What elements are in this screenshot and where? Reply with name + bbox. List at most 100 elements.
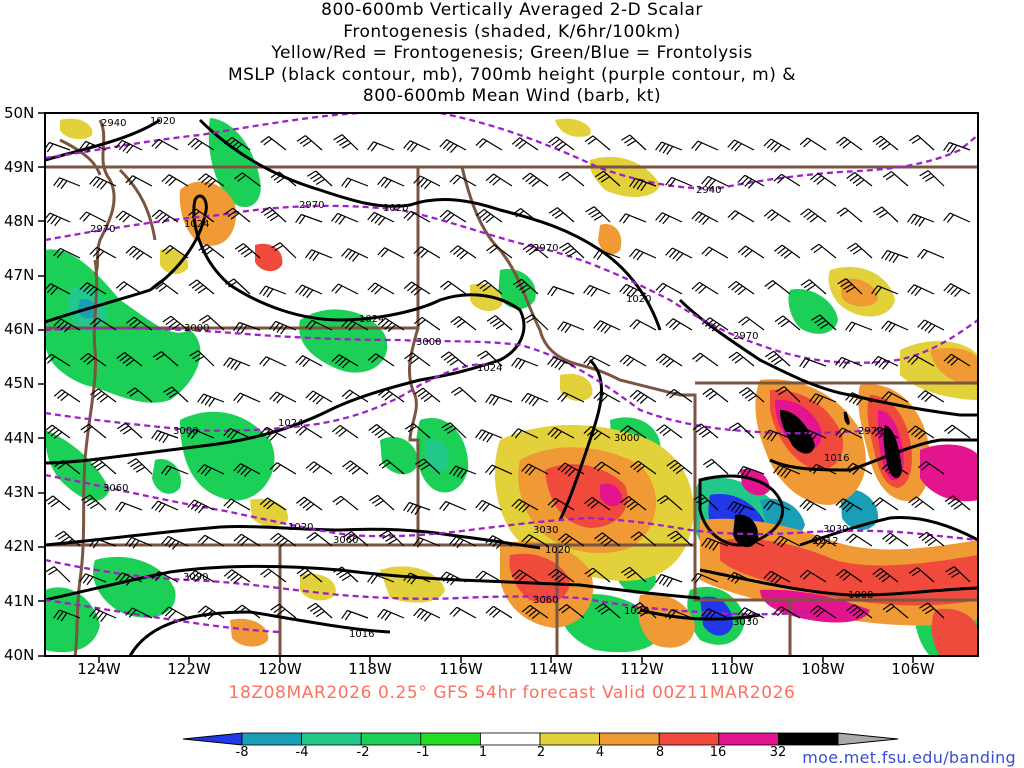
wind-barb — [667, 530, 693, 547]
wind-barb — [665, 247, 693, 262]
wind-barb — [162, 315, 189, 331]
mslp-label: 1020 — [288, 522, 313, 533]
wind-barb — [593, 461, 621, 475]
wind-barb — [305, 461, 333, 475]
wind-barb — [547, 427, 575, 440]
wind-barb — [629, 389, 657, 404]
wind-barb — [116, 352, 143, 367]
wind-barb — [871, 285, 899, 296]
wind-barb — [259, 426, 287, 441]
wind-barb — [943, 353, 971, 367]
wind-barb — [223, 136, 251, 152]
wind-barb — [547, 356, 575, 371]
colorbar-label: -4 — [295, 745, 309, 760]
wind-barb — [774, 244, 801, 259]
wind-barb — [809, 463, 837, 475]
wind-barb — [655, 353, 683, 368]
wind-barb — [234, 243, 261, 259]
wind-barb — [907, 354, 935, 367]
wind-barb — [738, 316, 765, 331]
wind-barb — [404, 423, 431, 439]
wind-barb — [223, 498, 251, 511]
lat-label: 40N — [4, 646, 35, 664]
lat-label: 43N — [4, 483, 35, 501]
chart-title: 800-600mb Vertically Averaged 2-D Scalar… — [0, 0, 1024, 108]
height-label: 3000 — [173, 426, 198, 437]
wind-barb — [305, 319, 333, 331]
wind-barb — [296, 567, 323, 583]
wind-barb — [773, 173, 801, 187]
height-label: 2970 — [733, 331, 758, 342]
wind-barb — [331, 354, 359, 369]
height-labels: 2940 2970 2940 2970 2970 3000 3000 2970 … — [90, 118, 883, 628]
wind-barb — [367, 282, 395, 295]
colorbar-label: 1 — [478, 745, 488, 760]
wind-barb — [665, 176, 693, 188]
wind-barb — [377, 608, 405, 621]
wind-barb — [845, 321, 873, 332]
mslp-label: 1020 — [383, 203, 408, 214]
wind-barb — [737, 536, 765, 547]
wind-barb — [521, 534, 549, 547]
wind-barb — [693, 494, 719, 511]
wind-barb — [548, 136, 575, 151]
wind-barb — [378, 388, 405, 403]
wind-barb — [439, 209, 467, 223]
wind-barb — [692, 423, 719, 439]
wind-barb — [666, 459, 693, 475]
wind-barb — [737, 174, 765, 189]
wind-barb — [630, 531, 657, 547]
wind-barb — [269, 320, 297, 335]
wind-barb — [691, 211, 719, 226]
wind-barb — [187, 499, 215, 514]
wind-barb — [486, 315, 513, 331]
wind-barb — [403, 572, 431, 585]
mslp-label: 1020 — [150, 116, 175, 127]
wind-barb — [593, 320, 621, 334]
colorbar-label: -2 — [356, 745, 370, 760]
contour-labels: 1020 1024 1020 1024 1020 1024 1024 1020 … — [90, 116, 883, 640]
height-label: 3060 — [333, 535, 358, 546]
wind-barb — [234, 604, 261, 619]
wind-barb — [521, 604, 549, 620]
wind-barb — [630, 460, 657, 475]
wind-barb — [377, 176, 405, 189]
wind-barb — [151, 571, 179, 583]
colorbar-label: -1 — [416, 745, 430, 760]
wind-barb — [511, 498, 539, 513]
wind-barb — [800, 208, 827, 223]
wind-barb — [835, 356, 863, 369]
wind-barb — [882, 532, 909, 547]
wind-barb — [403, 210, 431, 223]
wind-barb — [271, 242, 297, 259]
wind-barb — [54, 460, 81, 475]
wind-barb — [197, 393, 225, 407]
wind-barb — [45, 212, 71, 227]
wind-barb — [439, 139, 467, 154]
wind-barb — [197, 534, 225, 547]
mslp-label: 1020 — [624, 606, 649, 617]
wind-barb — [511, 357, 539, 370]
wind-barb — [151, 138, 179, 151]
wind-barb — [270, 171, 297, 187]
wind-barb — [259, 285, 287, 298]
wind-barb — [764, 280, 791, 295]
credit-link[interactable]: moe.met.fsu.edu/banding — [802, 748, 1016, 767]
wind-barb — [331, 283, 359, 295]
lat-label: 49N — [4, 158, 35, 176]
height-label: 2970 — [858, 426, 883, 437]
wind-barb — [763, 570, 791, 585]
wind-barb — [881, 461, 909, 476]
wind-barb — [810, 243, 837, 259]
wind-barb — [53, 609, 81, 622]
wind-barb — [800, 279, 827, 295]
colorbar-label: 4 — [595, 745, 605, 760]
wind-barb — [511, 428, 539, 439]
wind-barb — [475, 208, 503, 224]
wind-barb — [620, 566, 647, 583]
wind-barb — [727, 571, 755, 584]
wind-barb — [269, 391, 297, 404]
wind-barb — [475, 138, 503, 151]
wind-barb — [557, 462, 585, 477]
wind-barb — [907, 284, 935, 297]
